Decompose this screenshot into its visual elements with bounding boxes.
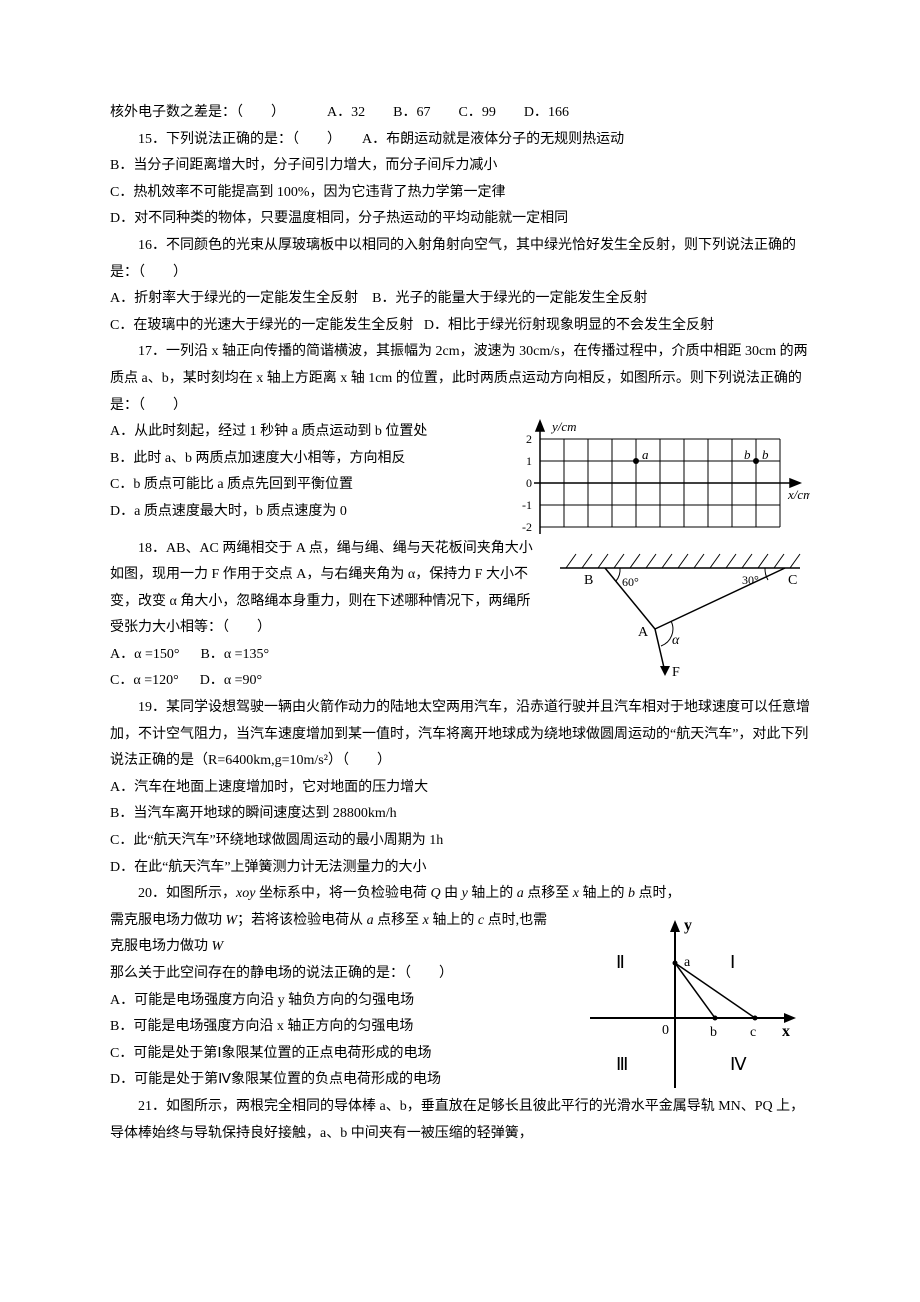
q20-Q4: Ⅳ	[730, 1054, 747, 1074]
q18-C-label: C	[788, 573, 797, 588]
q16-AB-line: A．折射率大于绿光的一定能发生全反射 B．光子的能量大于绿光的一定能发生全反射	[110, 286, 810, 313]
q20-figure: x y 0 a b c Ⅰ Ⅱ Ⅲ Ⅳ	[570, 908, 810, 1098]
q18-B-label: B	[584, 573, 593, 588]
q18-F: F	[672, 665, 680, 680]
q16-B: B．光子的能量大于绿光的一定能发生全反射	[372, 291, 647, 306]
q21-stem: 21．如图所示，两根完全相同的导体棒 a、b，垂直放在足够长且彼此平行的光滑水平…	[110, 1094, 810, 1147]
q18-C: C．α =120°	[110, 673, 179, 688]
q20-block: 需克服电场力做功 W；若将该检验电荷从 a 点移至 x 轴上的 c 点时,也需克…	[110, 908, 810, 1094]
q17-C: C．b 质点可能比 a 质点先回到平衡位置	[110, 472, 530, 499]
q14-A: A．32	[327, 105, 365, 120]
q18-60: 60°	[622, 575, 639, 589]
q14-C: C．99	[458, 105, 495, 120]
q20-b: b	[710, 1025, 717, 1040]
q17-ym2: -2	[522, 520, 532, 534]
q17-y1: 1	[526, 454, 532, 468]
q18-stem: 18．AB、AC 两绳相交于 A 点，绳与绳、绳与天花板间夹角大小如图，现用一力…	[110, 536, 540, 642]
q19-stem: 19．某同学设想驾驶一辆由火箭作动力的陆地太空两用汽车，沿赤道行驶并且汽车相对于…	[110, 695, 810, 775]
q18-AB: A．α =150° B．α =135°	[110, 642, 540, 669]
q20-Q2: Ⅱ	[616, 952, 625, 972]
q18-figure: B C 60° 30° A α F	[550, 544, 810, 684]
q17-block: A．从此时刻起，经过 1 秒钟 a 质点运动到 b 位置处 B．此时 a、b 两…	[110, 419, 810, 525]
q18-CD: C．α =120° D．α =90°	[110, 668, 540, 695]
q18-30: 30°	[742, 573, 759, 587]
q17-y0: 0	[526, 476, 532, 490]
q18-D: D．α =90°	[200, 673, 262, 688]
q17-b2: b	[762, 447, 769, 462]
q18-svg: B C 60° 30° A α F	[550, 544, 810, 684]
q17-a: a	[642, 447, 649, 462]
q20-y: y	[684, 917, 692, 934]
q15-stem: 15．下列说法正确的是：（ ）	[138, 132, 341, 147]
q18-B: B．α =135°	[200, 647, 269, 662]
q20-stem-line1: 20．如图所示，xoy 坐标系中，将一负检验电荷 Q 由 y 轴上的 a 点移至…	[110, 881, 810, 908]
q20-o: 0	[662, 1023, 669, 1038]
q15-D: D．对不同种类的物体，只要温度相同，分子热运动的平均动能就一定相同	[110, 206, 810, 233]
q17-A: A．从此时刻起，经过 1 秒钟 a 质点运动到 b 位置处	[110, 419, 530, 446]
q20-A: A．可能是电场强度方向沿 y 轴负方向的匀强电场	[110, 988, 560, 1015]
q14-B: B．67	[393, 105, 430, 120]
q17-B: B．此时 a、b 两质点加速度大小相等，方向相反	[110, 446, 530, 473]
q18-A: A．α =150°	[110, 647, 179, 662]
q18-A-label: A	[638, 625, 649, 640]
q19-A: A．汽车在地面上速度增加时，它对地面的压力增大	[110, 775, 810, 802]
q16-stem: 16．不同颜色的光束从厚玻璃板中以相同的入射角射向空气，其中绿光恰好发生全反射，…	[110, 233, 810, 286]
q20-C: C．可能是处于第Ⅰ象限某位置的正点电荷形成的电场	[110, 1041, 560, 1068]
q16-C: C．在玻璃中的光速大于绿光的一定能发生全反射	[110, 318, 413, 333]
q16-A: A．折射率大于绿光的一定能发生全反射	[110, 291, 358, 306]
q20-D: D．可能是处于第Ⅳ象限某位置的负点电荷形成的电场	[110, 1067, 560, 1094]
q15-C: C．热机效率不可能提高到 100%，因为它违背了热力学第一定律	[110, 180, 810, 207]
q17-stem: 17．一列沿 x 轴正向传播的简谐横波，其振幅为 2cm，波速为 30cm/s，…	[110, 339, 810, 419]
q17-D: D．a 质点速度最大时，b 质点速度为 0	[110, 499, 530, 526]
q14-stem: 核外电子数之差是：（ ）	[110, 105, 285, 120]
q19-D: D．在此“航天汽车”上弹簧测力计无法测量力的大小	[110, 855, 810, 882]
q19-C: C．此“航天汽车”环绕地球做圆周运动的最小周期为 1h	[110, 828, 810, 855]
q18-alpha: α	[672, 633, 680, 648]
q18-block: 18．AB、AC 两绳相交于 A 点，绳与绳、绳与天花板间夹角大小如图，现用一力…	[110, 536, 810, 696]
q17-xlabel: x/cm	[787, 487, 810, 502]
q17-ylabel: y/cm	[550, 419, 577, 434]
q20-B: B．可能是电场强度方向沿 x 轴正方向的匀强电场	[110, 1014, 560, 1041]
q20-svg: x y 0 a b c Ⅰ Ⅱ Ⅲ Ⅳ	[570, 908, 810, 1098]
q16-D: D．相比于绿光衍射现象明显的不会发生全反射	[424, 318, 714, 333]
q20-c: c	[750, 1025, 756, 1040]
q15-A: A．布朗运动就是液体分子的无规则热运动	[362, 132, 624, 147]
q20-x: x	[782, 1023, 790, 1040]
q14-line: 核外电子数之差是：（ ） A．32 B．67 C．99 D．166	[110, 100, 810, 127]
q14-D: D．166	[524, 105, 569, 120]
q20-stem-cont: 需克服电场力做功 W；若将该检验电荷从 a 点移至 x 轴上的 c 点时,也需克…	[110, 908, 560, 988]
q19-B: B．当汽车离开地球的瞬间速度达到 28800km/h	[110, 801, 810, 828]
q20-a: a	[684, 955, 691, 970]
q20-Q3: Ⅲ	[616, 1054, 628, 1074]
q17-y2: 2	[526, 432, 532, 446]
q16-CD-line: C．在玻璃中的光速大于绿光的一定能发生全反射 D．相比于绿光衍射现象明显的不会发…	[110, 313, 810, 340]
q15-stem-line: 15．下列说法正确的是：（ ） A．布朗运动就是液体分子的无规则热运动	[110, 127, 810, 154]
q17-b1: b	[744, 447, 751, 462]
q17-ym1: -1	[522, 498, 532, 512]
q20-Q1: Ⅰ	[730, 952, 735, 972]
q15-B: B．当分子间距离增大时，分子间引力增大，而分子间斥力减小	[110, 153, 810, 180]
